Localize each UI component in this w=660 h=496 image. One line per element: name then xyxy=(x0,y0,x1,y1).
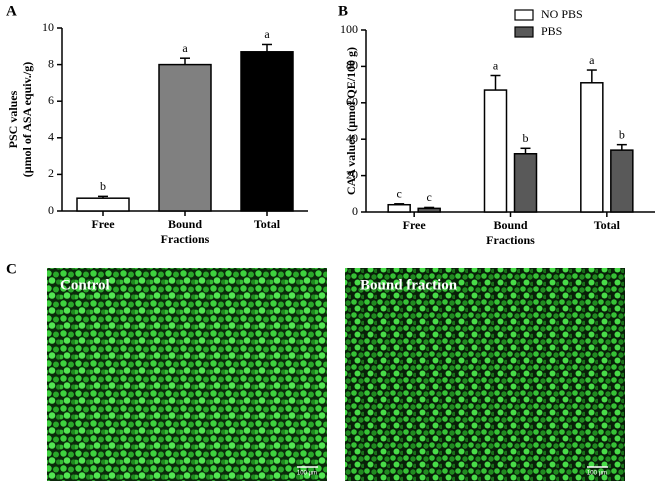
y-tick-label: 6 xyxy=(48,93,54,107)
legend-label: PBS xyxy=(541,24,562,38)
x-tick-label: Bound xyxy=(168,217,202,231)
bar xyxy=(158,63,212,212)
y-tick-label: 20 xyxy=(346,167,358,181)
significance-letter: a xyxy=(493,58,499,72)
legend-label: NO PBS xyxy=(541,7,583,21)
y-tick-label: 80 xyxy=(346,58,358,72)
x-axis-label: Fractions xyxy=(161,232,210,246)
y-tick-label: 8 xyxy=(48,56,54,70)
y-tick-label: 4 xyxy=(48,130,54,144)
significance-letter: c xyxy=(427,190,432,204)
y-tick-label: 0 xyxy=(48,203,54,217)
x-tick-label: Bound xyxy=(493,218,527,232)
image-label: Control xyxy=(60,277,110,293)
y-axis-label: CAA values (μmol QE/100 g) xyxy=(344,47,358,195)
significance-letter: a xyxy=(589,53,595,67)
x-tick-label: Free xyxy=(403,218,427,232)
significance-letter: a xyxy=(264,27,270,41)
panel-label: B xyxy=(338,3,348,19)
x-tick-label: Free xyxy=(91,217,115,231)
panel-label: C xyxy=(6,261,17,277)
bar xyxy=(76,197,130,212)
significance-letter: a xyxy=(182,41,188,55)
bar xyxy=(513,153,538,213)
y-axis-label: (μmol of ASA equiv./g) xyxy=(20,62,34,177)
significance-letter: b xyxy=(100,179,106,193)
y-tick-label: 100 xyxy=(340,22,358,36)
bar xyxy=(580,82,604,213)
image-label: Bound fraction xyxy=(360,277,458,293)
legend-swatch xyxy=(514,9,534,21)
x-tick-label: Total xyxy=(594,218,621,232)
significance-letter: b xyxy=(619,127,625,141)
y-tick-label: 60 xyxy=(346,95,358,109)
legend-swatch xyxy=(514,26,534,38)
micrograph xyxy=(345,268,625,481)
bar xyxy=(417,207,441,213)
scale-bar-label: 100 µm xyxy=(297,471,317,477)
x-axis-label: Fractions xyxy=(486,233,535,247)
bar xyxy=(483,89,508,213)
scale-bar-label: 100 µm xyxy=(587,471,607,477)
significance-letter: b xyxy=(523,131,529,145)
y-tick-label: 10 xyxy=(42,20,54,34)
micrograph xyxy=(47,268,327,481)
bar xyxy=(610,149,634,213)
y-tick-label: 0 xyxy=(352,204,358,218)
y-tick-label: 40 xyxy=(346,131,358,145)
y-axis-label: PSC values xyxy=(6,90,20,148)
bar xyxy=(240,51,294,212)
y-tick-label: 2 xyxy=(48,166,54,180)
x-tick-label: Total xyxy=(254,217,281,231)
bar xyxy=(387,203,411,213)
significance-letter: c xyxy=(397,187,402,201)
panel-label: A xyxy=(6,3,17,19)
